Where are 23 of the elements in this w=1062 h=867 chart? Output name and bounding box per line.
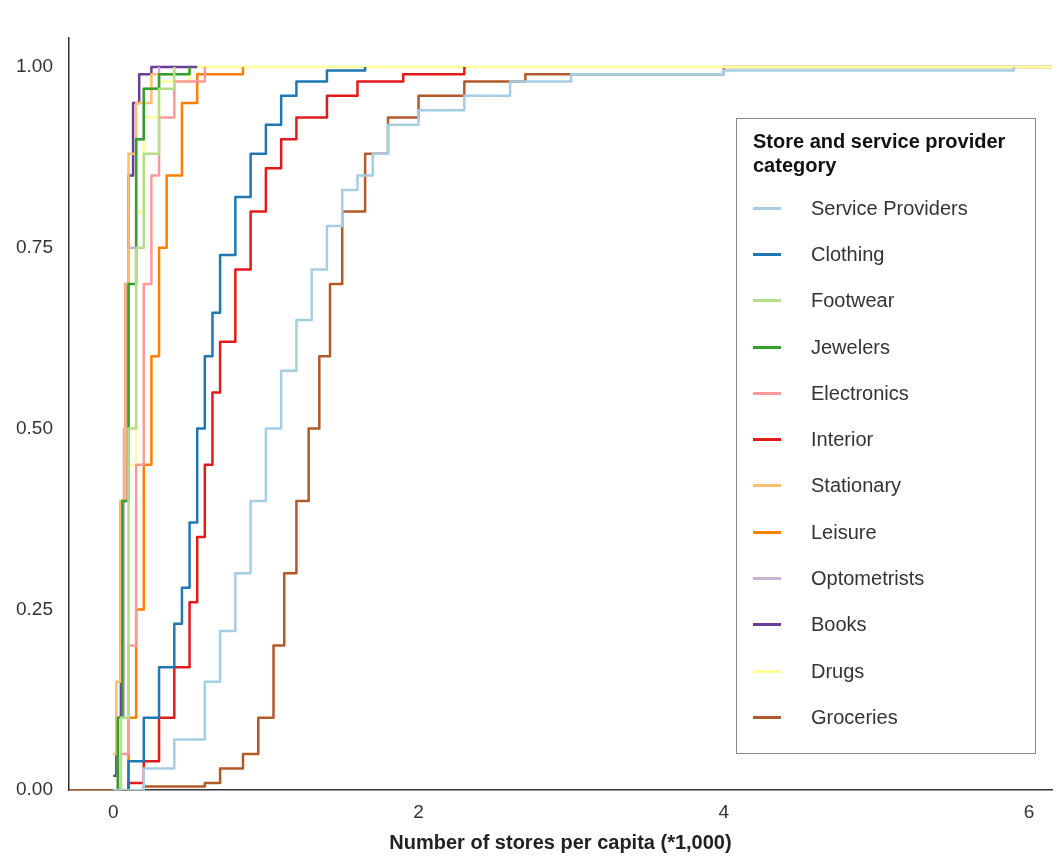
- x-tick-label: 2: [413, 800, 424, 822]
- x-tick-label: 0: [107, 800, 119, 822]
- legend-label: Electronics: [811, 381, 909, 405]
- legend-label: Groceries: [811, 705, 898, 729]
- legend-label: Leisure: [811, 520, 877, 544]
- legend-label: Jewelers: [811, 335, 890, 359]
- legend-title: Store and service provider category: [753, 129, 1007, 177]
- y-tick-label: 0.50: [16, 416, 53, 438]
- legend-label: Optometrists: [811, 567, 925, 591]
- legend-label: Service Providers: [811, 196, 968, 220]
- legend-label: Drugs: [811, 659, 865, 683]
- legend-label: Clothing: [811, 242, 885, 266]
- legend-label: Footwear: [811, 289, 895, 313]
- y-tick-label: 0.75: [16, 235, 53, 257]
- legend-label: Books: [811, 613, 867, 637]
- legend-label: Stationary: [811, 474, 902, 498]
- y-tick-label: 1.00: [16, 55, 53, 77]
- x-tick-label: 4: [718, 800, 730, 822]
- y-tick-label: 0.00: [16, 778, 53, 800]
- x-tick-label: 6: [1023, 800, 1035, 822]
- y-tick-label: 0.25: [16, 597, 53, 619]
- legend-label: Interior: [811, 428, 874, 452]
- x-axis-title: Number of stores per capita (*1,000): [389, 830, 732, 853]
